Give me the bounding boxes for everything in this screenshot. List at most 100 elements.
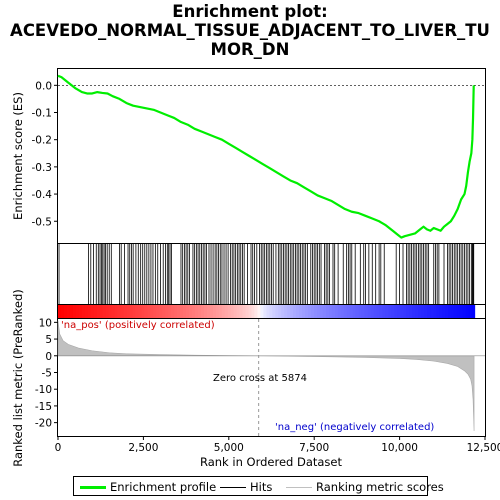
rank-bar-segment bbox=[415, 305, 418, 318]
rank-bar-segment bbox=[287, 305, 290, 318]
rank-bar-segment bbox=[424, 305, 427, 318]
es-tick-label: -0.2 bbox=[32, 135, 53, 147]
rank-bar-segment bbox=[147, 305, 150, 318]
rank-bar-segment bbox=[371, 305, 374, 318]
rank-bar-segment bbox=[418, 305, 421, 318]
rank-bar-segment bbox=[112, 305, 115, 318]
rank-bar-segment bbox=[403, 305, 406, 318]
rank-bar-segment bbox=[335, 305, 338, 318]
rank-bar-segment bbox=[219, 305, 222, 318]
rank-bar-segment bbox=[305, 305, 308, 318]
legend-swatch-hits bbox=[220, 487, 246, 488]
x-tick-label: 5,000 bbox=[214, 442, 244, 454]
rank-bar-segment bbox=[109, 305, 112, 318]
rank-bar-segment bbox=[397, 305, 400, 318]
rank-bar-segment bbox=[73, 305, 76, 318]
es-y-axis-label: Enrichment score (ES) bbox=[11, 92, 25, 220]
rank-bar-segment bbox=[97, 305, 100, 318]
hit-markers bbox=[59, 244, 474, 304]
rank-bar-segment bbox=[64, 305, 67, 318]
rank-bar-segment bbox=[308, 305, 311, 318]
x-tick-label: 0 bbox=[55, 442, 62, 454]
enrichment-chart: 0.0-0.1-0.2-0.3-0.4-0.5 1050-5-10-15-20 … bbox=[0, 0, 500, 476]
rank-bar-segment bbox=[82, 305, 85, 318]
rank-bar-segment bbox=[385, 305, 388, 318]
rank-bar-segment bbox=[144, 305, 147, 318]
rank-bar-segment bbox=[439, 305, 442, 318]
legend-item-hits: Hits bbox=[220, 480, 272, 494]
rank-bar-segment bbox=[192, 305, 195, 318]
metric-tick-label: 10 bbox=[39, 317, 52, 329]
rank-bar-segment bbox=[356, 305, 359, 318]
legend-item-metric: Ranking metric scores bbox=[286, 480, 444, 494]
rank-bar-segment bbox=[421, 305, 424, 318]
rank-bar-segment bbox=[222, 305, 225, 318]
x-tick-label: 10,000 bbox=[381, 442, 418, 454]
rank-bar-segment bbox=[183, 305, 186, 318]
legend-label-hits: Hits bbox=[250, 480, 272, 494]
x-axis-label: Rank in Ordered Dataset bbox=[200, 455, 343, 469]
x-tick-label: 7,500 bbox=[299, 442, 329, 454]
rank-bar-segment bbox=[362, 305, 365, 318]
rank-bar-segment bbox=[412, 305, 415, 318]
rank-bar-segment bbox=[284, 305, 287, 318]
rank-bar-segment bbox=[469, 305, 472, 318]
rank-bar-segment bbox=[427, 305, 430, 318]
rank-bar-segment bbox=[472, 305, 475, 318]
x-tick-label: 2,500 bbox=[128, 442, 158, 454]
rank-bar-segment bbox=[323, 305, 326, 318]
rank-bar-segment bbox=[70, 305, 73, 318]
es-tick-label: -0.4 bbox=[32, 189, 53, 201]
legend-label-enrichment: Enrichment profile bbox=[110, 480, 216, 494]
rank-bar-segment bbox=[91, 305, 94, 318]
zero-cross-label: Zero cross at 5874 bbox=[213, 373, 307, 384]
rank-bar-segment bbox=[138, 305, 141, 318]
rank-bar-segment bbox=[374, 305, 377, 318]
rank-bar-segment bbox=[141, 305, 144, 318]
rank-bar-segment bbox=[263, 305, 266, 318]
rank-bar-segment bbox=[341, 305, 344, 318]
neg-label: 'na_neg' (negatively correlated) bbox=[275, 422, 434, 433]
rank-bar-segment bbox=[436, 305, 439, 318]
es-panel bbox=[58, 69, 486, 244]
rank-bar-segment bbox=[377, 305, 380, 318]
rank-bar-segment bbox=[121, 305, 124, 318]
rank-bar-segment bbox=[391, 305, 394, 318]
rank-bar-segment bbox=[246, 305, 249, 318]
rank-bar-segment bbox=[201, 305, 204, 318]
rank-bar-segment bbox=[225, 305, 228, 318]
rank-bar-segment bbox=[168, 305, 171, 318]
rank-bar-segment bbox=[257, 305, 260, 318]
rank-bar-segment bbox=[231, 305, 234, 318]
rank-bar-segment bbox=[329, 305, 332, 318]
rank-bar-segment bbox=[278, 305, 281, 318]
rank-bar-segment bbox=[442, 305, 445, 318]
rank-bar-segment bbox=[123, 305, 126, 318]
rank-bar-segment bbox=[207, 305, 210, 318]
rank-bar-segment bbox=[79, 305, 82, 318]
rank-bar-segment bbox=[460, 305, 463, 318]
rank-bar-segment bbox=[189, 305, 192, 318]
rank-bar-segment bbox=[129, 305, 132, 318]
rank-bar-segment bbox=[159, 305, 162, 318]
metric-y-axis: 10 5 0 -5 -10 -15 -20 bbox=[35, 317, 58, 429]
rank-bar-segment bbox=[290, 305, 293, 318]
rank-bar-segment bbox=[254, 305, 257, 318]
rank-bar-segment bbox=[234, 305, 237, 318]
rank-bar-segment bbox=[153, 305, 156, 318]
metric-tick-label: 0 bbox=[45, 351, 52, 363]
rank-bar-segment bbox=[67, 305, 70, 318]
x-tick-label: 12,500 bbox=[467, 442, 500, 454]
rank-bar-segment bbox=[266, 305, 269, 318]
rank-bar-segment bbox=[293, 305, 296, 318]
rank-bar-segment bbox=[174, 305, 177, 318]
rank-bar-segment bbox=[240, 305, 243, 318]
rank-bar-segment bbox=[350, 305, 353, 318]
rank-bar-segment bbox=[228, 305, 231, 318]
rank-bar-segment bbox=[171, 305, 174, 318]
rank-bar-segment bbox=[243, 305, 246, 318]
rank-color-bar bbox=[58, 305, 475, 318]
rank-bar-segment bbox=[150, 305, 153, 318]
metric-tick-label: -5 bbox=[42, 367, 52, 379]
es-tick-label: 0.0 bbox=[35, 80, 52, 92]
